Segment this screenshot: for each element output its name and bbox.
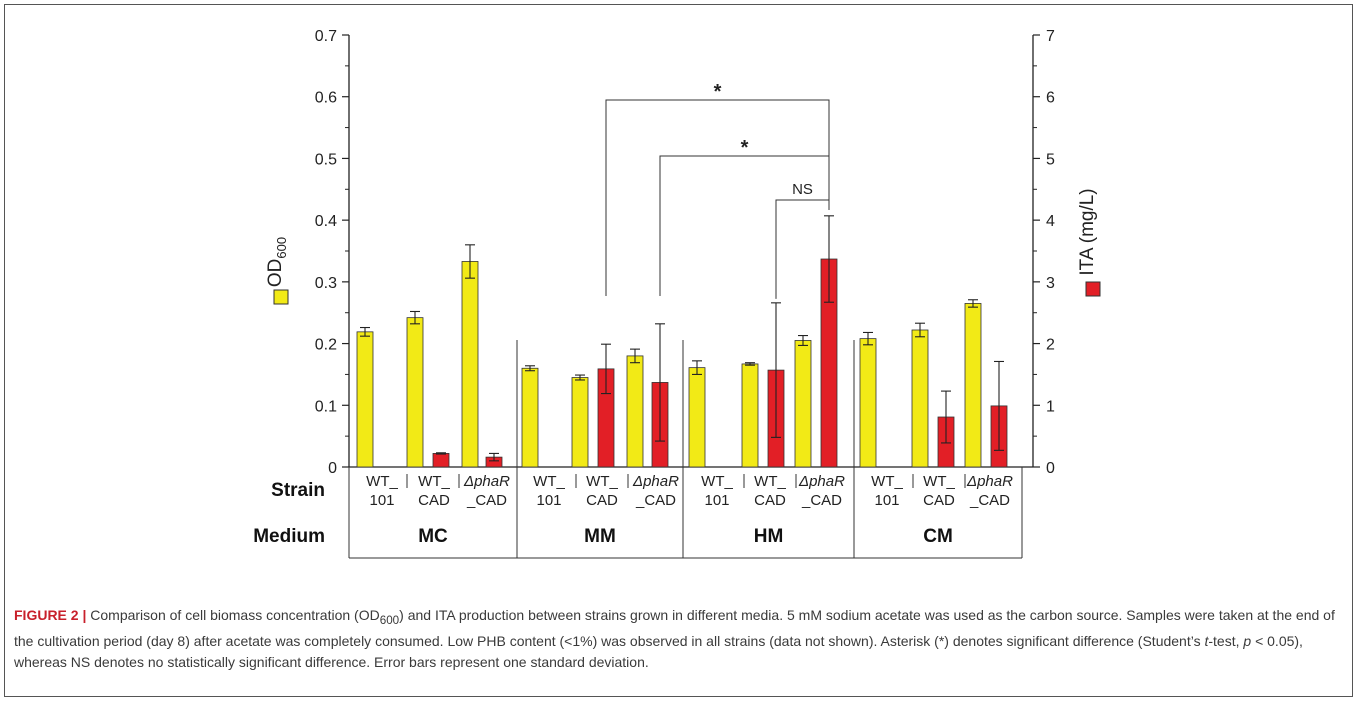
significance-bracket xyxy=(775,199,830,299)
strain-label-line1: ΔphaR xyxy=(463,473,510,490)
strain-label-line1: WT_ xyxy=(533,473,565,490)
right-tick-label: 5 xyxy=(1046,151,1055,168)
od-bar xyxy=(521,367,539,468)
strain-row-label: Strain xyxy=(271,480,325,501)
strain-label-line2: 101 xyxy=(874,492,899,509)
left-tick-label: 0.3 xyxy=(315,275,337,292)
strain-label-line2: CAD xyxy=(754,492,786,509)
caption-part-2: ) and ITA production between strains gro… xyxy=(14,607,1335,649)
right-tick-label: 1 xyxy=(1046,398,1055,415)
od-bar xyxy=(911,329,929,468)
od-bar xyxy=(356,331,374,468)
caption-t-italic: t xyxy=(1204,632,1209,649)
od-bar xyxy=(571,377,589,468)
left-axis-title-main: OD xyxy=(265,259,286,288)
od-legend-swatch xyxy=(273,289,289,305)
strain-label-line1: ΔphaR xyxy=(632,473,679,490)
chart-annotations: * * NS xyxy=(605,81,830,299)
strain-label-line2: _CAD xyxy=(969,492,1010,509)
strain-label-line1: WT_ xyxy=(754,473,786,490)
strain-label-line2: 101 xyxy=(536,492,561,509)
caption-lead: FIGURE 2 | xyxy=(14,607,87,623)
strain-label-line1: WT_ xyxy=(923,473,955,490)
strain-label-line1: ΔphaR xyxy=(966,473,1013,490)
left-tick-label: 0 xyxy=(328,460,337,477)
od-bar xyxy=(794,340,812,468)
left-tick-label: 0.6 xyxy=(315,90,337,107)
figure-frame xyxy=(4,4,1353,697)
right-axis-title: ITA (mg/L) xyxy=(1077,188,1098,275)
chart-bars xyxy=(356,215,1008,468)
significance-label: * xyxy=(714,81,722,103)
chart-labels: 0 0.1 0.2 0.3 0.4 0.5 0.6 0.7 0 1 2 3 4 5 6 7 OD600 ITA (… xyxy=(253,28,1101,559)
strain-label-line2: CAD xyxy=(418,492,450,509)
caption-part-4: < 0.05), whereas NS denotes no statistic… xyxy=(14,632,1303,670)
caption-subscript: 600 xyxy=(379,613,400,627)
strain-label-line1: ΔphaR xyxy=(798,473,845,490)
caption-part-1: Comparison of cell biomass concentration… xyxy=(86,607,380,623)
left-tick-label: 0.5 xyxy=(315,151,337,168)
right-tick-label: 2 xyxy=(1046,337,1055,354)
left-axis-title: OD600 xyxy=(265,237,289,287)
medium-row-label: Medium xyxy=(253,526,325,547)
od-bar xyxy=(688,367,706,468)
od-bar xyxy=(964,303,982,468)
od-bar xyxy=(461,261,479,468)
right-tick-label: 4 xyxy=(1046,213,1055,230)
strain-label-line1: WT_ xyxy=(586,473,618,490)
left-axis-title-sub: 600 xyxy=(274,237,289,259)
right-tick-label: 0 xyxy=(1046,460,1055,477)
caption-part-3: -test, xyxy=(1208,632,1244,649)
caption-p-italic: p xyxy=(1243,632,1252,649)
strain-label-line2: _CAD xyxy=(635,492,676,509)
od-bar xyxy=(741,363,759,468)
medium-label: MC xyxy=(418,526,448,547)
medium-label: HM xyxy=(754,526,784,547)
left-tick-label: 0.1 xyxy=(315,398,337,415)
strain-label-line1: WT_ xyxy=(701,473,733,490)
left-tick-label: 0.4 xyxy=(315,213,337,230)
strain-label-line2: _CAD xyxy=(801,492,842,509)
strain-label-line2: _CAD xyxy=(466,492,507,509)
medium-label: MM xyxy=(584,526,616,547)
strain-label-line2: CAD xyxy=(923,492,955,509)
right-tick-label: 3 xyxy=(1046,275,1055,292)
od-bar xyxy=(406,317,424,468)
strain-label-line1: WT_ xyxy=(366,473,398,490)
ita-legend-swatch xyxy=(1085,281,1101,297)
strain-label-line1: WT_ xyxy=(418,473,450,490)
left-tick-label: 0.2 xyxy=(315,337,337,354)
od-bar xyxy=(859,338,877,468)
left-tick-label: 0.7 xyxy=(315,28,337,45)
medium-label: CM xyxy=(923,526,953,547)
strain-label-line2: 101 xyxy=(369,492,394,509)
significance-bracket xyxy=(659,155,830,296)
right-tick-label: 7 xyxy=(1046,28,1055,45)
strain-label-line2: 101 xyxy=(704,492,729,509)
strain-label-line2: CAD xyxy=(586,492,618,509)
right-tick-label: 6 xyxy=(1046,90,1055,107)
significance-bracket xyxy=(605,99,830,296)
figure-caption: FIGURE 2 | Comparison of cell biomass co… xyxy=(14,605,1339,673)
od-bar xyxy=(626,355,644,468)
significance-label: NS xyxy=(792,181,813,198)
significance-label: * xyxy=(741,137,749,159)
bar-chart: 0 0.1 0.2 0.3 0.4 0.5 0.6 0.7 0 1 2 3 4 5 6 7 OD600 ITA (… xyxy=(253,28,1101,559)
ita-bar xyxy=(432,453,450,468)
strain-label-line1: WT_ xyxy=(871,473,903,490)
